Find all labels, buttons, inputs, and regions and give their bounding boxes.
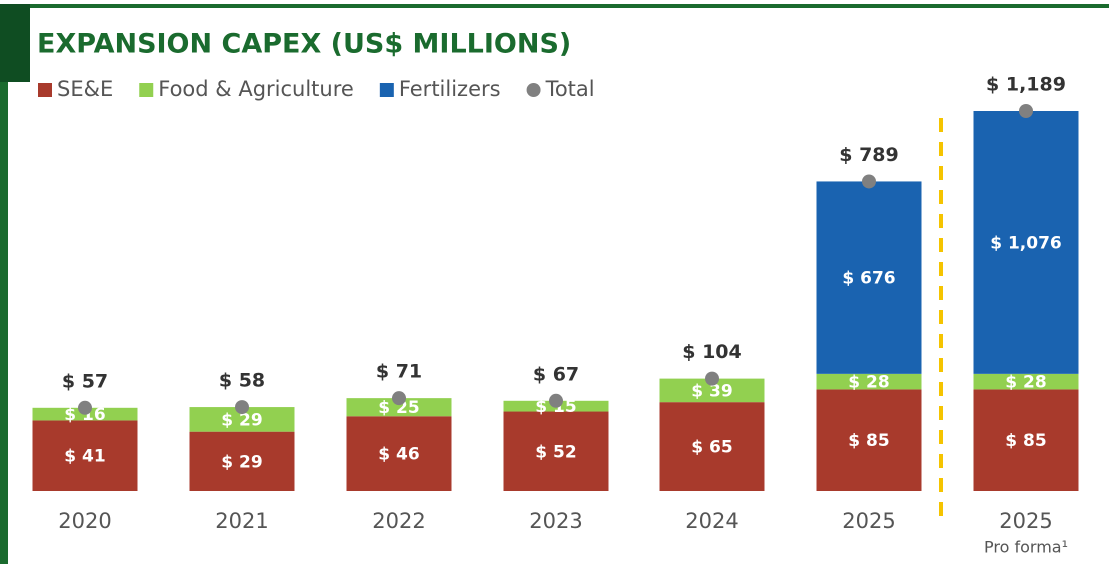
bar-segment (189, 431, 295, 491)
legend-label: Fertilizers (399, 77, 501, 101)
segment-label: $ 52 (535, 442, 576, 462)
bar-segment (346, 398, 452, 417)
chart-title: EXPANSION CAPEX (US$ MILLIONS) (37, 29, 571, 60)
category-note: Pro forma¹ (984, 538, 1068, 557)
total-marker (392, 391, 406, 406)
legend-marker (38, 83, 52, 97)
bar-segment (659, 402, 765, 491)
bar-segment (816, 389, 922, 491)
segment-label: $ 28 (1005, 373, 1046, 393)
segment-label: $ 16 (64, 405, 105, 425)
total-label: $ 789 (839, 144, 899, 166)
legend-label: Total (545, 77, 595, 101)
segment-label: $ 39 (691, 381, 732, 401)
total-marker (862, 174, 876, 189)
bar-segment (973, 373, 1079, 390)
total-label: $ 104 (682, 341, 742, 363)
left-rule (0, 4, 8, 564)
corner-block (0, 4, 30, 82)
bar-segment (32, 420, 138, 491)
total-marker (705, 371, 719, 386)
bar-segment (346, 416, 452, 491)
x-tick-label: 2025 (999, 509, 1052, 533)
segment-label: $ 28 (848, 373, 889, 393)
segment-label: $ 676 (842, 269, 895, 289)
x-tick-label: 2021 (215, 509, 268, 533)
segment-label: $ 41 (64, 447, 105, 467)
total-label: $ 71 (376, 361, 422, 383)
x-tick-label: 2023 (529, 509, 582, 533)
legend-label: Food & Agriculture (158, 77, 354, 101)
segment-label: $ 1,076 (990, 233, 1062, 253)
top-rule (0, 4, 1109, 8)
segment-label: $ 29 (221, 452, 262, 472)
segment-label: $ 46 (378, 445, 419, 465)
total-label: $ 58 (219, 370, 265, 392)
legend-marker (379, 83, 394, 97)
bar-segment (659, 378, 765, 403)
bar-segment (973, 111, 1079, 374)
bar-segment (816, 181, 922, 374)
x-tick-label: 2024 (685, 509, 738, 533)
total-label: $ 1,189 (986, 74, 1066, 96)
x-tick-label: 2025 (842, 509, 895, 533)
total-label: $ 67 (533, 363, 579, 385)
bar-segment (816, 373, 922, 390)
total-marker (78, 400, 92, 415)
total-label: $ 57 (62, 370, 108, 392)
segment-label: $ 65 (691, 438, 732, 458)
total-marker (1019, 104, 1033, 118)
total-marker (549, 393, 563, 408)
segment-label: $ 85 (848, 431, 889, 451)
x-tick-label: 2020 (58, 509, 111, 533)
segment-label: $ 85 (1005, 431, 1046, 451)
total-marker (235, 400, 249, 415)
bar-segment (973, 389, 1079, 491)
segment-label: $ 29 (221, 410, 262, 430)
legend-label: SE&E (57, 77, 113, 101)
bar-segment (503, 411, 609, 491)
segment-label: $ 25 (378, 398, 419, 418)
legend-marker (139, 83, 154, 97)
legend-marker (526, 83, 541, 97)
x-tick-label: 2022 (372, 509, 425, 533)
